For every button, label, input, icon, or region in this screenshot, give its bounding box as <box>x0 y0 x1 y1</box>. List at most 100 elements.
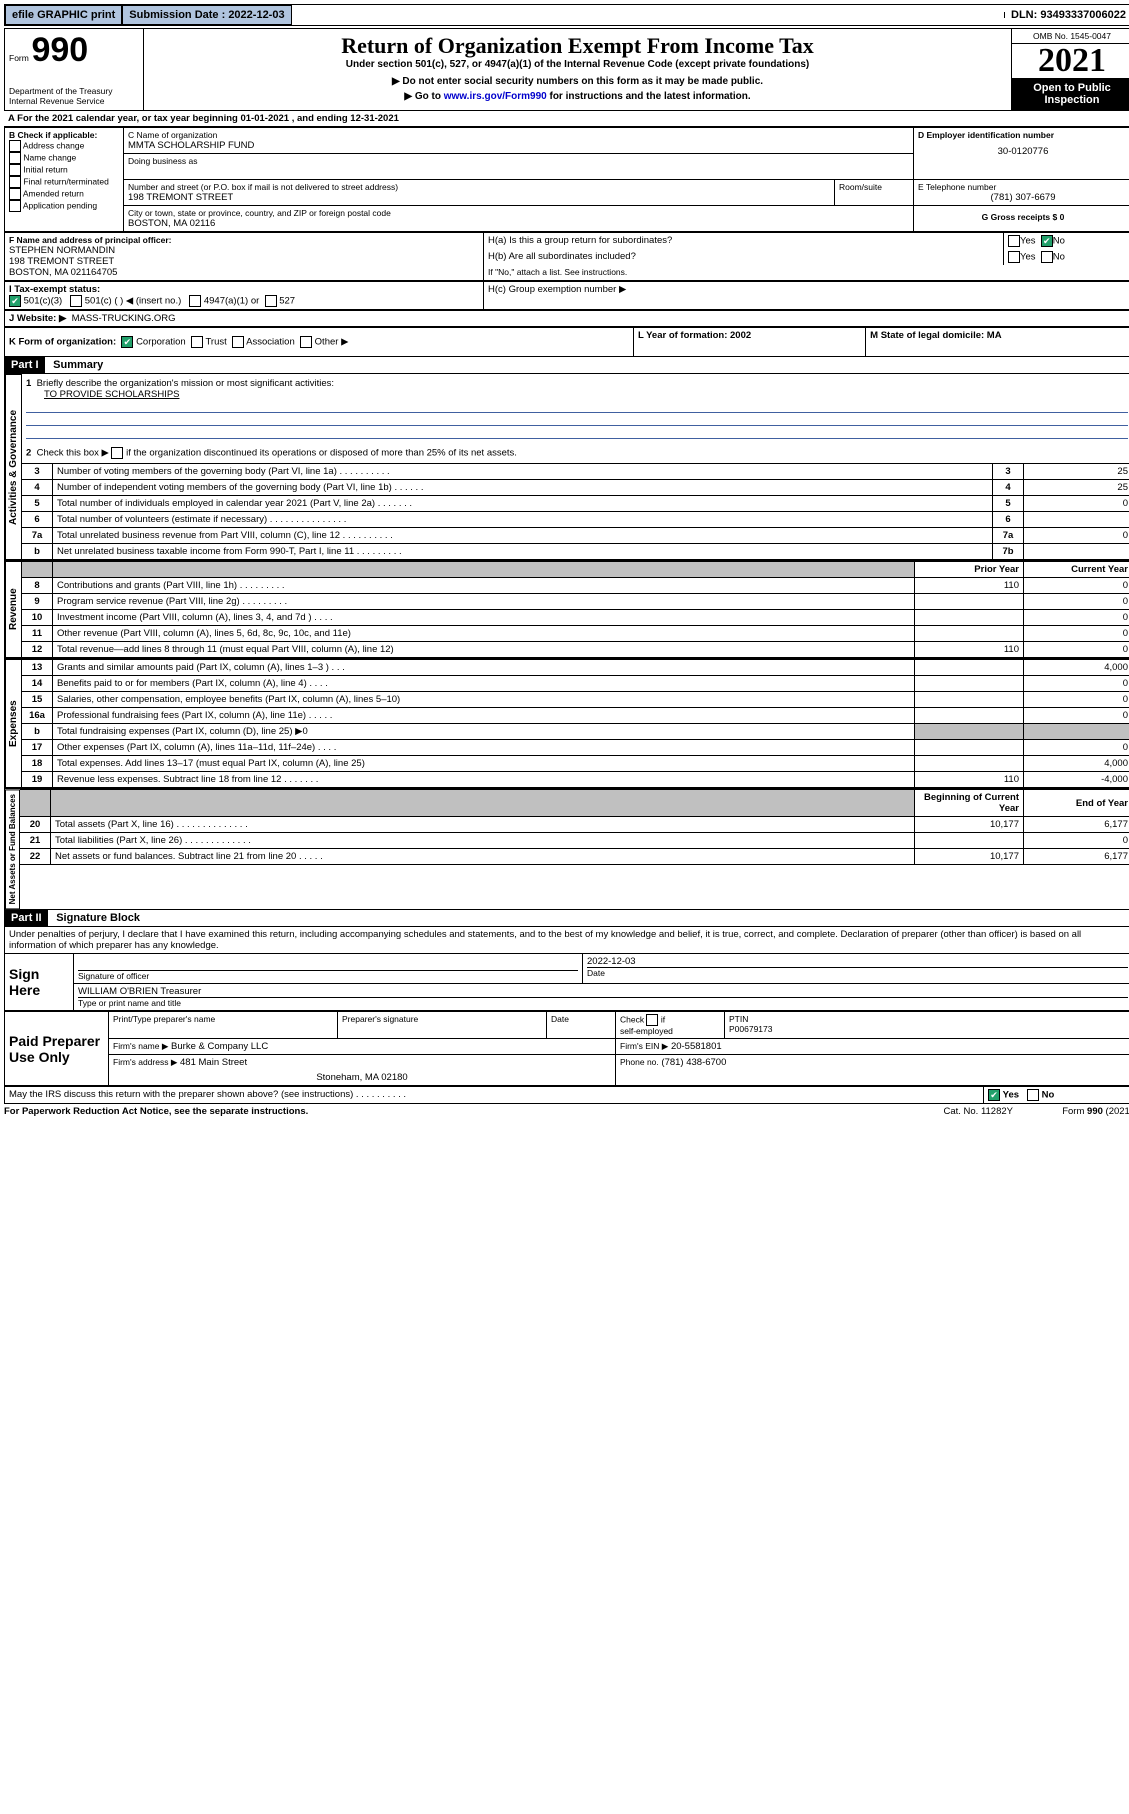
k-corp: Corporation <box>136 337 186 348</box>
goto-link[interactable]: www.irs.gov/Form990 <box>444 91 547 102</box>
b-check-item: Initial return <box>9 164 119 176</box>
yes-label: Yes <box>1020 236 1036 247</box>
side-governance: Activities & Governance <box>5 374 22 560</box>
dln: DLN: 93493337006022 <box>1005 6 1129 24</box>
side-revenue: Revenue <box>5 561 22 658</box>
m-label: M State of legal domicile: MA <box>870 330 1001 341</box>
i-501c3: 501(c)(3) <box>24 296 63 307</box>
form-title: Return of Organization Exempt From Incom… <box>148 33 1007 59</box>
k-corp-check[interactable]: ✔ <box>121 336 133 348</box>
discuss-yes: Yes <box>1003 1090 1019 1101</box>
i-501c3-check[interactable]: ✔ <box>9 295 21 307</box>
l1-label: Briefly describe the organization's miss… <box>37 378 335 389</box>
k-assoc: Association <box>246 337 295 348</box>
ha-yes-check[interactable] <box>1008 235 1020 247</box>
governance-table: 3Number of voting members of the governi… <box>22 463 1129 560</box>
b-check-item: Application pending <box>9 200 119 212</box>
hb-yes-check[interactable] <box>1008 251 1020 263</box>
k-trust: Trust <box>205 337 226 348</box>
submission-date: Submission Date : 2022-12-03 <box>122 5 291 25</box>
discuss-no-check[interactable] <box>1027 1089 1039 1101</box>
k-assoc-check[interactable] <box>232 336 244 348</box>
f-addr: 198 TREMONT STREET <box>9 256 479 267</box>
g-label: G Gross receipts $ 0 <box>918 212 1128 222</box>
name-label: Type or print name and title <box>78 997 1128 1008</box>
city: BOSTON, MA 02116 <box>128 218 909 229</box>
ptin-val: P00679173 <box>729 1024 773 1034</box>
phone-val: (781) 438-6700 <box>661 1057 726 1068</box>
part-i-hdr: Part I <box>5 357 45 373</box>
b-checkbox[interactable] <box>9 188 21 200</box>
efile-label[interactable]: efile GRAPHIC print <box>5 5 122 25</box>
if-label: if <box>661 1015 665 1025</box>
b-check-item: Amended return <box>9 188 119 200</box>
no-label-2: No <box>1053 252 1065 263</box>
hb-label: H(b) Are all subordinates included? <box>488 251 636 262</box>
revenue-table: Prior YearCurrent Year8Contributions and… <box>22 561 1129 658</box>
ptin-label: PTIN <box>729 1014 748 1024</box>
sig-name: WILLIAM O'BRIEN Treasurer <box>78 986 1128 997</box>
dba-label: Doing business as <box>128 156 909 166</box>
firm-addr1: 481 Main Street <box>180 1057 247 1068</box>
b-checkbox[interactable] <box>9 164 21 176</box>
top-bar: efile GRAPHIC print Submission Date : 20… <box>4 4 1129 26</box>
part-ii-hdr: Part II <box>5 910 48 926</box>
d-label: D Employer identification number <box>918 130 1128 140</box>
net-table: Beginning of Current YearEnd of Year20To… <box>20 789 1129 865</box>
date-label: Date <box>587 967 1128 978</box>
b-checkbox[interactable] <box>9 140 21 152</box>
firm-addr-label: Firm's address ▶ <box>113 1057 177 1067</box>
i-4947: 4947(a)(1) or <box>204 296 259 307</box>
prep-sig-label: Preparer's signature <box>342 1014 542 1024</box>
b-check-item: Address change <box>9 140 119 152</box>
i-527-check[interactable] <box>265 295 277 307</box>
ha-label: H(a) Is this a group return for subordin… <box>488 235 672 246</box>
phone-label: Phone no. <box>620 1057 659 1067</box>
b-checkbox[interactable] <box>9 200 21 212</box>
k-trust-check[interactable] <box>191 336 203 348</box>
side-net: Net Assets or Fund Balances <box>5 789 20 909</box>
self-emp-check[interactable] <box>646 1014 658 1026</box>
i-501c-check[interactable] <box>70 295 82 307</box>
sign-here: Sign Here <box>5 954 74 1011</box>
open-public: Open to Public Inspection <box>1012 78 1129 110</box>
cat-no: Cat. No. 11282Y <box>943 1106 1013 1117</box>
i-501c-other: 501(c) ( ) ◀ (insert no.) <box>85 296 182 307</box>
b-checkbox[interactable] <box>9 152 21 164</box>
sig-label: Signature of officer <box>78 970 578 981</box>
b-title: B Check if applicable: <box>9 130 119 140</box>
hb-no-check[interactable] <box>1041 251 1053 263</box>
footer-form: 990 <box>1087 1106 1103 1117</box>
firm-name-label: Firm's name ▶ <box>113 1041 168 1051</box>
line-a: A For the 2021 calendar year, or tax yea… <box>4 111 1129 127</box>
sig-date: 2022-12-03 <box>587 956 1128 967</box>
hc-label: H(c) Group exemption number ▶ <box>488 284 626 295</box>
discuss-yes-check[interactable]: ✔ <box>988 1089 1000 1101</box>
i-4947-check[interactable] <box>189 295 201 307</box>
firm-addr2: Stoneham, MA 02180 <box>316 1072 407 1083</box>
l2-check[interactable] <box>111 447 123 459</box>
declaration: Under penalties of perjury, I declare th… <box>4 927 1129 953</box>
addr: 198 TREMONT STREET <box>128 192 830 203</box>
no-label: No <box>1053 236 1065 247</box>
b-checkbox[interactable] <box>9 176 21 188</box>
paid-preparer-block: Paid Preparer Use Only Print/Type prepar… <box>4 1011 1129 1086</box>
k-other: Other ▶ <box>315 337 349 348</box>
c-name-label: C Name of organization <box>128 130 909 140</box>
ha-no-check[interactable]: ✔ <box>1041 235 1053 247</box>
d-val: 30-0120776 <box>918 146 1128 157</box>
sign-here-block: Sign Here Signature of officer 2022-12-0… <box>4 953 1129 1011</box>
addr-label: Number and street (or P.O. box if mail i… <box>128 182 830 192</box>
goto-pre: ▶ Go to <box>404 91 443 102</box>
firm-ein: 20-5581801 <box>671 1041 722 1052</box>
k-label: K Form of organization: <box>9 337 116 348</box>
prep-date-label: Date <box>551 1014 611 1024</box>
may-discuss: May the IRS discuss this return with the… <box>9 1089 406 1100</box>
tax-year: 2021 <box>1012 44 1129 78</box>
discuss-no: No <box>1042 1090 1055 1101</box>
l2-post: if the organization discontinued its ope… <box>126 448 517 459</box>
yes-label-2: Yes <box>1020 252 1036 263</box>
firm-ein-label: Firm's EIN ▶ <box>620 1041 668 1051</box>
under-section: Under section 501(c), 527, or 4947(a)(1)… <box>148 59 1007 70</box>
k-other-check[interactable] <box>300 336 312 348</box>
